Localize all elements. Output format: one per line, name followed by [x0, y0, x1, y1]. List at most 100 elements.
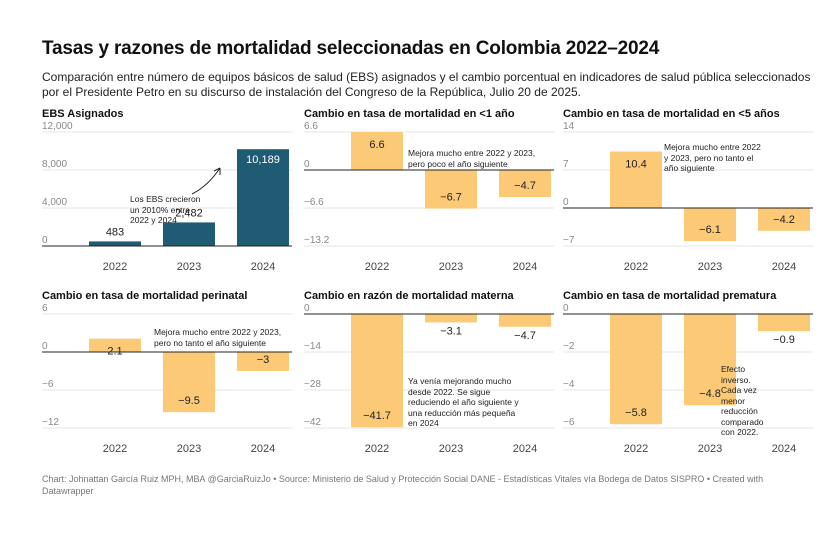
- panel-plot: 6.6 0 −6.6 −13.2 6.6 2022 −6.7 2023 −4.7 2024: [304, 121, 554, 273]
- y-tick-label: 0: [42, 235, 48, 246]
- x-tick-label: 2022: [624, 261, 648, 273]
- data-label: −3: [257, 354, 270, 366]
- data-label: −9.5: [178, 395, 200, 407]
- y-tick-label: 0: [304, 159, 310, 170]
- y-tick-label: 12,000: [42, 121, 73, 132]
- bar-2022: [610, 151, 662, 208]
- source-footer: Chart: Johnattan García Ruiz MPH, MBA @G…: [42, 474, 764, 496]
- bar-2024: [237, 352, 289, 371]
- y-tick-label: 4,000: [42, 197, 67, 208]
- bar-2023: [163, 352, 215, 413]
- y-tick-label: −12: [42, 417, 59, 428]
- bar-2023: [425, 314, 477, 323]
- bar-2024: [758, 314, 810, 332]
- bar-2024: [237, 149, 289, 246]
- data-label: −4.2: [773, 214, 795, 226]
- y-tick-label: −13.2: [304, 235, 330, 246]
- chart-title: Tasas y razones de mortalidad selecciona…: [42, 38, 660, 59]
- panel-mortalidad-menor-1: Cambio en tasa de mortalidad en <1 año 6…: [304, 108, 556, 278]
- panel-annotation: Ya venía mejorando mucho desde 2022. Se …: [408, 376, 519, 428]
- data-label: −41.7: [363, 410, 391, 422]
- y-tick-label: −2: [563, 341, 575, 352]
- bar-2023: [425, 170, 477, 209]
- bar-2022: [351, 314, 403, 428]
- y-tick-label: −14: [304, 341, 321, 352]
- data-label: 2,482: [175, 207, 203, 219]
- data-label: −6.7: [440, 192, 462, 204]
- x-tick-label: 2023: [439, 261, 463, 273]
- x-tick-label: 2023: [439, 443, 463, 455]
- bar-2024: [499, 170, 551, 198]
- y-tick-label: −4: [563, 379, 575, 390]
- x-tick-label: 2024: [772, 261, 796, 273]
- data-label: −3.1: [440, 325, 462, 337]
- data-label: 6.6: [369, 139, 384, 151]
- panel-title: EBS Asignados: [42, 108, 124, 120]
- bar-2022: [610, 314, 662, 425]
- bar-2023: [163, 222, 215, 246]
- y-tick-label: 0: [563, 303, 569, 314]
- x-tick-label: 2022: [103, 261, 127, 273]
- y-tick-label: −6: [563, 417, 575, 428]
- panel-plot: 0 −2 −4 −6 −5.8 2022 −4.8 2023 −0.9 2024: [563, 303, 813, 455]
- x-tick-label: 2022: [365, 443, 389, 455]
- bar-2022: [89, 338, 141, 352]
- data-label: −4.7: [514, 330, 536, 342]
- panel-plot: 0 4,000 8,000 12,000 483 2022 2,482 2023 10,189 2…: [42, 121, 292, 273]
- chart-subtitle: Comparación entre número de equipos bási…: [42, 70, 811, 99]
- bar-2022: [89, 241, 141, 246]
- data-label: −0.9: [773, 334, 795, 346]
- y-tick-label: −42: [304, 417, 321, 428]
- panel-mortalidad-prematura: Cambio en tasa de mortalidad prematura 0…: [563, 290, 815, 460]
- y-tick-label: 6: [42, 303, 48, 314]
- bar-2022: [351, 132, 403, 170]
- y-tick-label: −6: [42, 379, 54, 390]
- panel-title: Cambio en tasa de mortalidad perinatal: [42, 290, 248, 302]
- y-tick-label: 0: [304, 303, 310, 314]
- y-tick-label: −6.6: [304, 197, 324, 208]
- bar-2023: [684, 314, 736, 406]
- bar-2023: [684, 208, 736, 242]
- panel-ebs-asignados: EBS Asignados 0 4,000 8,000 12,000 483 2022 2,…: [42, 108, 294, 278]
- x-tick-label: 2024: [251, 443, 275, 455]
- y-tick-label: 7: [563, 159, 569, 170]
- x-tick-label: 2023: [698, 443, 722, 455]
- data-label: 10.4: [625, 159, 646, 171]
- panel-mortalidad-menor-5: Cambio en tasa de mortalidad en <5 años …: [563, 108, 815, 278]
- x-tick-label: 2022: [103, 443, 127, 455]
- y-tick-label: 8,000: [42, 159, 67, 170]
- x-tick-label: 2022: [365, 261, 389, 273]
- x-tick-label: 2024: [513, 261, 537, 273]
- data-label: −4.8: [699, 388, 721, 400]
- panel-plot: 14 7 0 −7 10.4 2022 −6.1 2023 −4.2 2024: [563, 121, 813, 273]
- y-tick-label: 0: [563, 197, 569, 208]
- x-tick-label: 2023: [177, 261, 201, 273]
- panel-mortalidad-perinatal: Cambio en tasa de mortalidad perinatal 6…: [42, 290, 294, 460]
- annotation-arrowhead: [213, 167, 221, 175]
- x-tick-label: 2023: [698, 261, 722, 273]
- data-label: −5.8: [625, 407, 647, 419]
- panel-annotation: Mejora mucho entre 2022 y 2023, pero poc…: [408, 148, 536, 169]
- panel-annotation: Mejora mucho entre 2022 y 2023, pero no …: [154, 327, 282, 348]
- panel-title: Cambio en razón de mortalidad materna: [304, 290, 514, 302]
- y-tick-label: 6.6: [304, 121, 318, 132]
- y-tick-label: 14: [563, 121, 575, 132]
- bar-2024: [499, 314, 551, 327]
- x-tick-label: 2024: [772, 443, 796, 455]
- panel-plot: 0 −14 −28 −42 −41.7 2022 −3.1 2023 −4.7 2024: [304, 303, 554, 455]
- panel-annotation: Los EBS crecieron un 2010% entre 2022 y …: [130, 194, 201, 225]
- data-label: −6.1: [699, 224, 721, 236]
- panel-title: Cambio en tasa de mortalidad prematura: [563, 290, 777, 302]
- data-label: 10,189: [246, 154, 280, 166]
- data-label: −4.7: [514, 180, 536, 192]
- x-tick-label: 2024: [513, 443, 537, 455]
- panel-annotation: Efecto inverso. Cada vez menor reducción…: [721, 364, 764, 437]
- y-tick-label: 0: [42, 341, 48, 352]
- y-tick-label: −7: [563, 235, 575, 246]
- panel-mortalidad-materna: Cambio en razón de mortalidad materna 0 −…: [304, 290, 556, 460]
- annotation-arrow: [191, 167, 221, 195]
- panel-annotation: Mejora mucho entre 2022 y 2023, pero no …: [664, 142, 761, 173]
- x-tick-label: 2024: [251, 261, 275, 273]
- x-tick-label: 2023: [177, 443, 201, 455]
